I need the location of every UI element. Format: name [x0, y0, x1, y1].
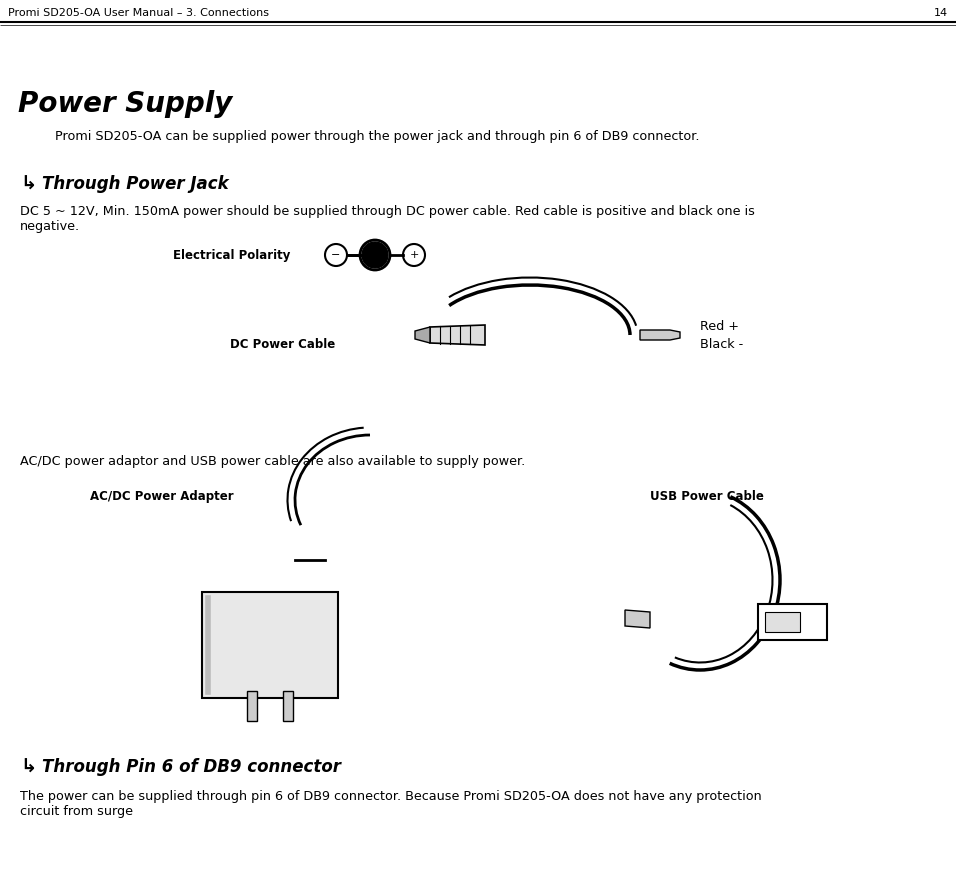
Polygon shape	[430, 325, 485, 345]
FancyBboxPatch shape	[283, 691, 293, 721]
Text: 14: 14	[934, 8, 948, 18]
Text: USB Power Cable: USB Power Cable	[650, 490, 764, 503]
Text: Through Power Jack: Through Power Jack	[42, 175, 228, 193]
Text: Power Supply: Power Supply	[18, 90, 232, 118]
Text: AC/DC power adaptor and USB power cable are also available to supply power.: AC/DC power adaptor and USB power cable …	[20, 455, 525, 468]
Text: +: +	[409, 250, 419, 260]
Text: −: −	[332, 250, 340, 260]
Text: Red +
Black -: Red + Black -	[700, 319, 743, 350]
Polygon shape	[640, 330, 680, 340]
Text: DC Power Cable: DC Power Cable	[230, 339, 336, 351]
FancyBboxPatch shape	[765, 612, 800, 632]
Circle shape	[362, 242, 388, 268]
Text: Through Pin 6 of DB9 connector: Through Pin 6 of DB9 connector	[42, 758, 341, 776]
Text: ↳: ↳	[20, 175, 36, 194]
Polygon shape	[415, 327, 430, 343]
FancyBboxPatch shape	[758, 604, 827, 640]
Text: negative.: negative.	[20, 220, 80, 233]
FancyBboxPatch shape	[247, 691, 257, 721]
Text: The power can be supplied through pin 6 of DB9 connector. Because Promi SD205-OA: The power can be supplied through pin 6 …	[20, 790, 762, 803]
Text: Promi SD205-OA User Manual – 3. Connections: Promi SD205-OA User Manual – 3. Connecti…	[8, 8, 269, 18]
Text: circuit from surge: circuit from surge	[20, 805, 133, 818]
Text: Electrical Polarity: Electrical Polarity	[173, 249, 290, 261]
Polygon shape	[625, 610, 650, 628]
FancyBboxPatch shape	[202, 592, 338, 698]
Text: AC/DC Power Adapter: AC/DC Power Adapter	[90, 490, 233, 503]
Text: Promi SD205-OA can be supplied power through the power jack and through pin 6 of: Promi SD205-OA can be supplied power thr…	[55, 130, 700, 143]
Text: DC 5 ~ 12V, Min. 150mA power should be supplied through DC power cable. Red cabl: DC 5 ~ 12V, Min. 150mA power should be s…	[20, 205, 755, 218]
Text: ↳: ↳	[20, 758, 36, 777]
